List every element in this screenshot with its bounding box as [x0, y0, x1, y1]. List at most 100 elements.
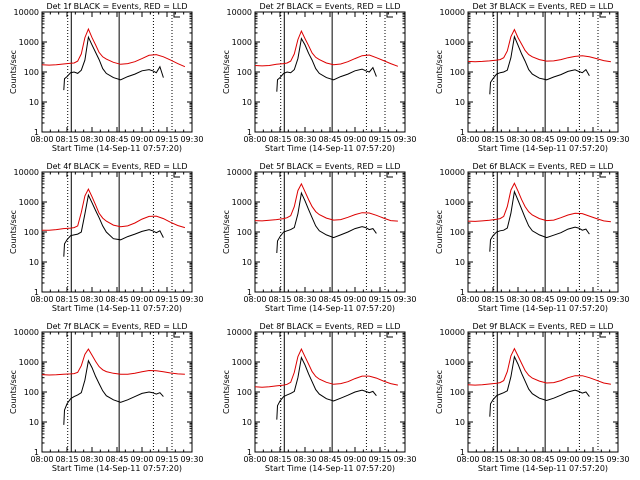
y-tick-label: 1	[460, 288, 465, 297]
series-line-events	[63, 359, 164, 425]
chart-title: Det 6f BLACK = Events, RED = LLD	[472, 162, 613, 171]
y-axis-label: Counts/sec	[222, 370, 231, 414]
x-tick-label: 08:30	[293, 295, 316, 304]
series-line-lld	[41, 27, 186, 68]
x-tick-label: 08:15	[268, 295, 291, 304]
x-tick-label: 08:15	[481, 135, 504, 144]
x-axis-label: Start Time (14-Sep-11 07:57:20)	[52, 144, 182, 153]
x-tick-label: 09:30	[180, 455, 203, 464]
x-axis-label: Start Time (14-Sep-11 07:57:20)	[478, 464, 608, 473]
x-tick-label: 09:15	[155, 455, 178, 464]
y-tick-label: 10000	[14, 328, 39, 337]
y-tick-label: 10000	[227, 8, 252, 17]
chart-title: Det 4f BLACK = Events, RED = LLD	[46, 162, 187, 171]
chart-title: Det 5f BLACK = Events, RED = LLD	[259, 162, 400, 171]
y-tick-label: 1000	[232, 38, 252, 47]
x-tick-label: 09:30	[180, 295, 203, 304]
y-tick-label: 10000	[227, 328, 252, 337]
plot-frame	[467, 171, 619, 293]
y-axis-label: Counts/sec	[435, 50, 444, 94]
chart-panel-2: Det 2f BLACK = Events, RED = LLD 1 10 100 10…	[222, 2, 417, 153]
x-tick-label: 09:00	[556, 295, 579, 304]
bracket-marker	[173, 12, 180, 18]
x-tick-label: 09:00	[130, 455, 153, 464]
y-tick-label: 1000	[445, 38, 465, 47]
series-line-lld	[41, 348, 185, 376]
chart-title: Det 1f BLACK = Events, RED = LLD	[46, 2, 187, 11]
bracket-marker	[599, 332, 606, 338]
x-tick-label: 09:15	[581, 295, 604, 304]
x-tick-label: 08:30	[80, 455, 103, 464]
x-tick-label: 08:45	[105, 295, 128, 304]
x-tick-label: 08:00	[243, 455, 266, 464]
series-line-events	[489, 355, 590, 417]
chart-panel-5: Det 5f BLACK = Events, RED = LLD 1 10 100 10…	[222, 162, 417, 313]
y-tick-label: 100	[24, 228, 39, 237]
y-tick-label: 10000	[14, 8, 39, 17]
chart-panel-4: Det 4f BLACK = Events, RED = LLD 1 10 100 10…	[9, 162, 204, 313]
x-tick-label: 09:15	[155, 135, 178, 144]
x-tick-label: 08:45	[105, 135, 128, 144]
y-tick-label: 1	[34, 128, 39, 137]
y-tick-label: 10	[455, 418, 465, 427]
y-tick-label: 10000	[440, 8, 465, 17]
y-tick-label: 10	[455, 98, 465, 107]
y-tick-label: 100	[24, 388, 39, 397]
x-tick-label: 09:00	[343, 455, 366, 464]
x-tick-label: 09:15	[155, 295, 178, 304]
x-tick-label: 08:15	[55, 455, 78, 464]
chart-panel-8: Det 8f BLACK = Events, RED = LLD 1 10 100 10…	[222, 322, 417, 473]
x-tick-label: 08:45	[105, 455, 128, 464]
x-tick-label: 09:15	[581, 455, 604, 464]
y-tick-label: 100	[450, 388, 465, 397]
x-tick-label: 09:00	[556, 135, 579, 144]
chart-panel-9: Det 9f BLACK = Events, RED = LLD 1 10 100 10…	[435, 322, 630, 473]
y-tick-label: 10	[242, 258, 252, 267]
series-line-events	[276, 37, 377, 92]
plot-frame	[467, 331, 619, 453]
x-tick-label: 08:15	[268, 135, 291, 144]
x-tick-label: 08:30	[506, 135, 529, 144]
plot-frame	[467, 11, 619, 133]
bracket-marker	[386, 172, 393, 178]
y-tick-label: 1	[34, 448, 39, 457]
series-line-lld	[42, 187, 186, 231]
x-axis-label: Start Time (14-Sep-11 07:57:20)	[52, 464, 182, 473]
x-tick-label: 08:00	[456, 455, 479, 464]
y-tick-label: 100	[24, 68, 39, 77]
x-tick-label: 08:15	[481, 295, 504, 304]
x-tick-label: 09:30	[606, 135, 629, 144]
y-tick-label: 10	[242, 98, 252, 107]
chart-panel-6: Det 6f BLACK = Events, RED = LLD 1 10 100 10…	[435, 162, 630, 313]
series-line-lld	[254, 182, 398, 222]
x-tick-label: 08:45	[318, 295, 341, 304]
x-tick-label: 08:30	[293, 455, 316, 464]
bracket-marker	[386, 332, 393, 338]
x-tick-label: 09:00	[556, 455, 579, 464]
plot-frame	[254, 331, 406, 453]
y-axis-label: Counts/sec	[9, 50, 18, 94]
x-tick-label: 08:30	[80, 295, 103, 304]
y-tick-label: 10000	[440, 328, 465, 337]
x-tick-label: 09:30	[393, 455, 416, 464]
bracket-marker	[173, 172, 180, 178]
series-line-lld	[467, 347, 611, 386]
y-tick-label: 100	[450, 68, 465, 77]
y-tick-label: 1000	[19, 38, 39, 47]
y-tick-label: 1	[460, 448, 465, 457]
x-tick-label: 08:00	[30, 295, 53, 304]
y-axis-label: Counts/sec	[435, 370, 444, 414]
y-axis-label: Counts/sec	[222, 50, 231, 94]
x-tick-label: 09:15	[368, 135, 391, 144]
chart-title: Det 7f BLACK = Events, RED = LLD	[46, 322, 187, 331]
x-tick-label: 08:00	[456, 135, 479, 144]
series-line-events	[489, 189, 590, 252]
x-tick-label: 08:30	[293, 135, 316, 144]
x-tick-label: 08:45	[531, 455, 554, 464]
chart-title: Det 9f BLACK = Events, RED = LLD	[472, 322, 613, 331]
y-tick-label: 100	[237, 388, 252, 397]
series-line-events	[276, 356, 377, 420]
chart-panel-3: Det 3f BLACK = Events, RED = LLD 1 10 100 10…	[435, 2, 630, 153]
x-tick-label: 08:15	[481, 455, 504, 464]
x-tick-label: 08:30	[506, 295, 529, 304]
